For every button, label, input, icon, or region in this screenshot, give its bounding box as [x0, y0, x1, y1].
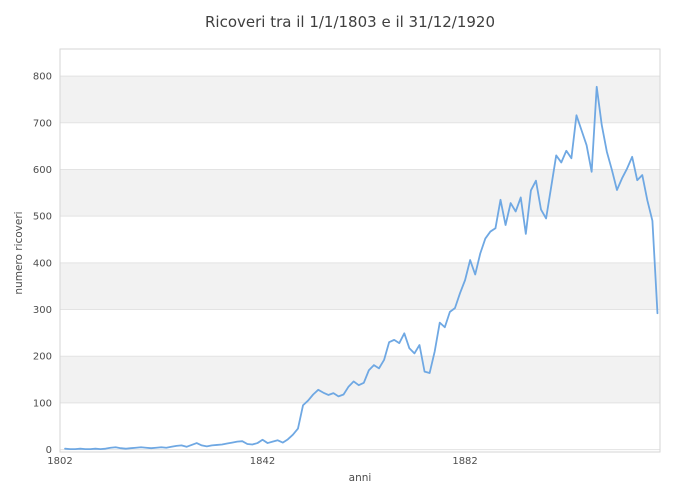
y-tick-label: 700 [33, 118, 52, 129]
band [60, 356, 660, 403]
y-tick-label: 600 [33, 165, 52, 176]
x-tick-label: 1802 [47, 456, 72, 467]
data-line [64, 85, 659, 451]
y-tick-label: 200 [33, 352, 52, 363]
band [60, 262, 660, 310]
x-tick-label: 1882 [452, 456, 477, 467]
y-tick-label: 0 [46, 445, 52, 456]
y-tick-label: 500 [33, 212, 52, 223]
plot-border [59, 48, 661, 453]
chart-title: Ricoveri tra il 1/1/1803 e il 31/12/1920 [204, 13, 496, 31]
y-tick-label: 300 [33, 305, 52, 316]
band [60, 76, 660, 123]
x-axis-title: anni [348, 472, 372, 484]
band [60, 169, 660, 217]
y-tick-label: 100 [33, 398, 52, 409]
y-tick-label: 800 [33, 72, 52, 83]
y-tick-label: 400 [33, 258, 52, 269]
x-tick-label: 1842 [250, 456, 275, 467]
